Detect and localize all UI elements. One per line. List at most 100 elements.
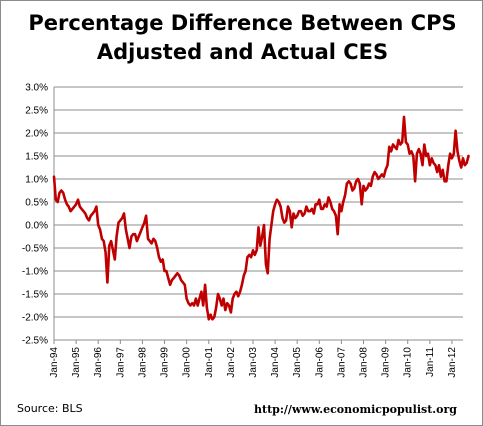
data-point [138,236,139,237]
data-point [151,243,152,244]
y-tick-label: -2.0% [22,313,48,324]
y-tick-label: 2.0% [25,129,48,140]
y-tick-label: -2.5% [22,336,48,347]
data-point [442,169,443,170]
data-point [265,264,266,265]
data-point [171,280,172,281]
data-point [66,204,67,205]
data-point [181,280,182,281]
x-tick-label: Jan-96 [93,347,104,378]
data-point [339,204,340,205]
data-point [407,144,408,145]
data-point [166,270,167,271]
y-tick-label: 2.5% [25,106,48,117]
data-point [359,183,360,184]
data-point [392,144,393,145]
data-point [68,206,69,207]
data-point [251,257,252,258]
data-point [403,116,404,117]
data-point [363,185,364,186]
y-tick-label: -1.5% [22,290,48,301]
data-point [173,277,174,278]
data-point [345,195,346,196]
y-tick-label: 0.0% [25,221,48,232]
source-note: Source: BLS [17,402,83,415]
data-point [118,222,119,223]
data-point [236,291,237,292]
data-point [350,183,351,184]
data-point [370,185,371,186]
data-point [61,190,62,191]
x-tick-label: Jan-06 [314,347,325,378]
data-point [120,220,121,221]
data-point [298,211,299,212]
y-tick-label: -0.5% [22,244,48,255]
data-point [429,165,430,166]
data-point [87,218,88,219]
data-point [450,153,451,154]
data-line [52,115,470,321]
x-tick-label: Jan-94 [49,347,60,378]
data-point [315,204,316,205]
data-point [394,146,395,147]
x-tick-label: Jan-11 [425,347,436,377]
data-point [426,155,427,156]
data-point [356,181,357,182]
data-point [160,261,161,262]
x-tick-label: Jan-02 [226,347,237,378]
data-point [210,314,211,315]
data-point [193,305,194,306]
data-point [376,174,377,175]
data-point [380,176,381,177]
x-tick-label: Jan-12 [447,347,458,378]
chart-title-line-2: Adjusted and Actual CES [96,40,389,64]
data-point [367,188,368,189]
data-point [365,190,366,191]
data-point [72,208,73,209]
x-tick-label: Jan-97 [115,347,126,378]
data-point [175,275,176,276]
data-point [284,222,285,223]
data-point [216,307,217,308]
data-point [258,227,259,228]
data-point [437,172,438,173]
data-point [162,259,163,260]
data-point [448,165,449,166]
data-point [53,176,54,177]
y-tick-label: -1.0% [22,267,48,278]
data-point [63,192,64,193]
data-point [85,213,86,214]
data-point [131,236,132,237]
data-point [245,270,246,271]
data-point [306,206,307,207]
data-point [462,158,463,159]
data-point [225,310,226,311]
source-url: http://www.economicpopulist.org [254,403,457,416]
data-point [228,305,229,306]
data-point [221,305,222,306]
data-point [453,153,454,154]
data-point [127,238,128,239]
data-point [114,259,115,260]
x-tick-label: Jan-03 [248,347,259,378]
chart-title: Percentage Difference Between CPS Adjust… [1,9,483,67]
data-point [451,158,452,159]
data-point [424,144,425,145]
data-point [341,211,342,212]
data-point [252,250,253,251]
data-point [74,206,75,207]
data-point [249,254,250,255]
data-point [201,291,202,292]
data-point [147,238,148,239]
data-point [232,298,233,299]
data-point [289,211,290,212]
data-point [433,162,434,163]
data-point [170,284,171,285]
data-point [416,153,417,154]
data-point [330,201,331,202]
data-point [302,215,303,216]
data-point [383,176,384,177]
data-point [219,298,220,299]
data-point [153,238,154,239]
data-point [415,181,416,182]
